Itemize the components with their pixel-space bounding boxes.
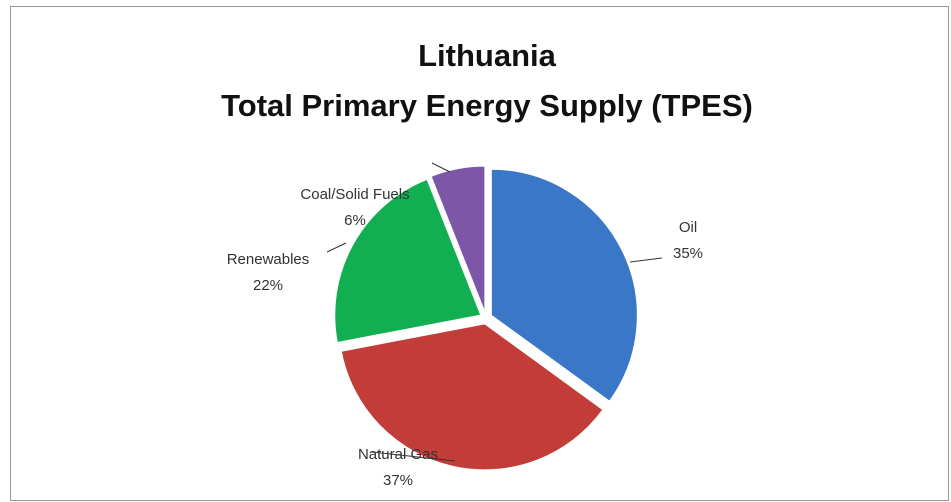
pie-slice bbox=[490, 168, 638, 402]
pie-slice bbox=[334, 178, 482, 344]
chart-title: Total Primary Energy Supply (TPES) bbox=[221, 88, 753, 123]
leader-line bbox=[326, 242, 347, 253]
leader-line bbox=[629, 257, 663, 263]
slice-value-label: 37% bbox=[383, 472, 413, 489]
slice-label: Renewables bbox=[227, 251, 310, 268]
pie-slice bbox=[430, 165, 486, 313]
slice-label: Coal/Solid Fuels bbox=[300, 186, 409, 203]
slice-value-label: 22% bbox=[253, 277, 283, 294]
pie-slice bbox=[340, 323, 604, 471]
leader-line bbox=[371, 451, 456, 462]
chart-title: Lithuania bbox=[418, 38, 557, 73]
slice-label: Oil bbox=[679, 219, 697, 236]
slice-value-label: 6% bbox=[344, 212, 366, 229]
leader-line bbox=[431, 162, 451, 173]
slice-value-label: 35% bbox=[673, 245, 703, 262]
